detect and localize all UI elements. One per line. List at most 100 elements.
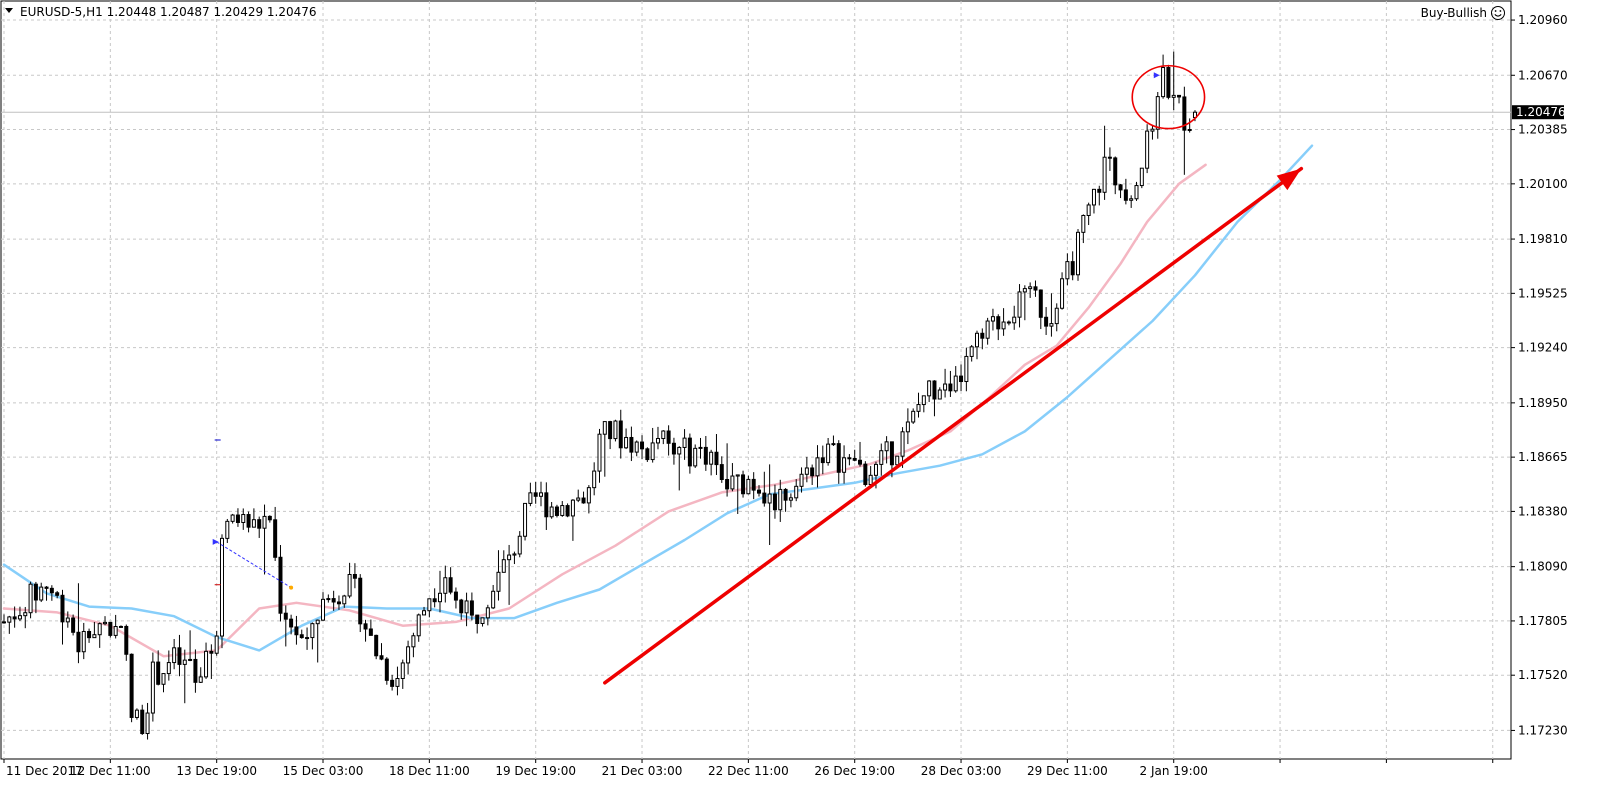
- candle: [1006, 320, 1011, 326]
- candle: [751, 472, 756, 500]
- candle: [374, 634, 379, 660]
- candle: [44, 586, 49, 601]
- candle: [491, 584, 496, 610]
- candle: [7, 615, 12, 634]
- time-label: 2 Jan 19:00: [1140, 764, 1208, 778]
- candle: [687, 433, 692, 474]
- candle: [1081, 214, 1086, 244]
- candle: [565, 503, 570, 518]
- candle: [948, 370, 953, 397]
- candle: [1161, 54, 1166, 99]
- candle: [794, 479, 799, 502]
- candle: [331, 590, 336, 611]
- candle: [347, 562, 352, 599]
- candle: [932, 380, 937, 417]
- candle: [140, 704, 145, 735]
- candle: [422, 606, 427, 616]
- candle: [714, 434, 719, 475]
- candle: [719, 456, 724, 483]
- candle: [342, 594, 347, 608]
- price-tick-label: 1.19240: [1518, 341, 1568, 355]
- candle: [741, 470, 746, 498]
- candle: [379, 643, 384, 661]
- candle: [1097, 185, 1102, 206]
- plot-frame: [0, 0, 1512, 760]
- candle: [703, 435, 708, 471]
- candle: [134, 708, 139, 720]
- candle: [246, 511, 251, 533]
- candle: [783, 488, 788, 512]
- candle: [278, 545, 283, 622]
- candle: [87, 628, 92, 643]
- candle: [618, 409, 623, 459]
- candle: [352, 563, 357, 589]
- candle: [613, 419, 618, 442]
- candle: [81, 622, 86, 660]
- candle: [544, 482, 549, 530]
- candle: [655, 426, 660, 450]
- smiley-icon[interactable]: [1491, 6, 1505, 20]
- price-tick-label: 1.17805: [1518, 614, 1568, 628]
- candle: [788, 493, 793, 508]
- candle: [549, 501, 554, 519]
- candle: [1001, 308, 1006, 336]
- time-label: 29 Dec 11:00: [1027, 764, 1108, 778]
- candle: [177, 634, 182, 677]
- candle: [172, 638, 177, 670]
- candle: [97, 622, 102, 648]
- candle: [810, 464, 815, 486]
- candle: [273, 506, 278, 561]
- candle: [730, 463, 735, 492]
- candle: [1022, 285, 1027, 321]
- candle: [1012, 305, 1017, 330]
- highlight-circle[interactable]: [1131, 64, 1206, 130]
- candle: [230, 513, 235, 524]
- candle: [469, 592, 474, 621]
- price-tick-label: 1.20100: [1518, 177, 1568, 191]
- candle: [921, 395, 926, 413]
- candle: [772, 484, 777, 519]
- candle: [863, 461, 868, 487]
- candle: [214, 630, 219, 656]
- trade-connector: [216, 541, 292, 589]
- trend-arrow-line[interactable]: [603, 166, 1304, 685]
- price-tick-label: 1.20670: [1518, 68, 1568, 82]
- moving-average-ma_fast: [2, 163, 1207, 658]
- candle: [1134, 181, 1139, 201]
- candle: [953, 366, 958, 393]
- current-price-box: [1512, 105, 1564, 120]
- candle: [193, 649, 198, 693]
- candle: [1060, 272, 1065, 310]
- candle: [523, 502, 528, 541]
- candle: [326, 594, 331, 603]
- candle: [92, 621, 97, 639]
- candle: [1118, 183, 1123, 199]
- candle: [842, 445, 847, 484]
- candle: [33, 581, 38, 614]
- candle: [1166, 64, 1171, 100]
- candle: [868, 466, 873, 485]
- time-label: 22 Dec 11:00: [708, 764, 789, 778]
- candle: [560, 501, 565, 517]
- candle: [1076, 229, 1081, 281]
- price-tick-label: 1.17230: [1518, 723, 1568, 737]
- candle: [55, 590, 60, 599]
- chart-menu-triangle-icon[interactable]: [5, 8, 13, 13]
- candle: [108, 621, 113, 638]
- candle: [661, 430, 666, 445]
- candle: [1155, 91, 1160, 139]
- candle: [23, 606, 28, 629]
- candle: [645, 447, 650, 462]
- candle: [1107, 147, 1112, 171]
- candle: [602, 421, 607, 477]
- symbol-info: EURUSD-5,H1 1.20448 1.20487 1.20429 1.20…: [20, 5, 317, 19]
- candle: [937, 387, 942, 400]
- price-tick-label: 1.20385: [1518, 123, 1568, 137]
- candle: [629, 426, 634, 462]
- candle: [390, 674, 395, 691]
- candle: [528, 482, 533, 507]
- trend-arrow-head[interactable]: [1276, 168, 1302, 191]
- candle: [820, 445, 825, 475]
